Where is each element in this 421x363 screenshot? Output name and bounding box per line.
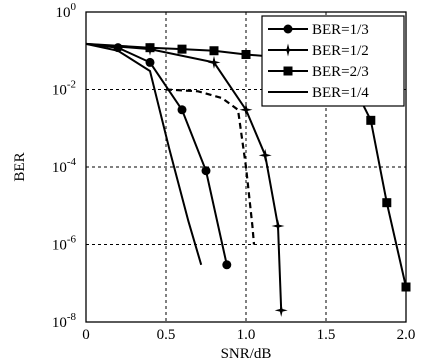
data-point-square [209, 46, 219, 56]
y-tick-base: 10 [56, 5, 71, 21]
y-tick-base: 10 [52, 315, 67, 331]
x-tick-label: 2.0 [397, 327, 416, 343]
data-point-square [283, 66, 293, 76]
data-point-star [258, 148, 272, 162]
legend-label: BER=1/4 [312, 85, 369, 101]
legend: BER=1/3 BER=1/2 BER=2/3 BER=1/4 [261, 15, 405, 107]
y-tick-base: 10 [52, 160, 67, 176]
data-point-star [207, 55, 221, 69]
x-tick-label: 1.5 [317, 327, 336, 343]
series-line-4 [165, 88, 256, 245]
data-point-star [239, 103, 253, 117]
y-tick-label: 10-2 [52, 79, 76, 99]
y-tick-base: 10 [52, 238, 67, 254]
y-tick-exponent: -6 [67, 234, 77, 246]
data-point-star [274, 303, 288, 317]
data-point-square [366, 115, 376, 125]
series-line-3 [85, 42, 203, 266]
x-axis-label: SNR/dB [221, 346, 272, 362]
y-axis-label: BER [12, 152, 28, 181]
x-tick-label: 1.0 [237, 327, 256, 343]
y-tick-label: 10-6 [52, 234, 77, 254]
data-point-star [271, 219, 285, 233]
y-tick-exponent: -8 [67, 311, 77, 323]
data-point-circle [201, 166, 211, 176]
plot-frame [85, 11, 407, 323]
data-point-square [177, 44, 187, 54]
series-line-1 [85, 42, 283, 311]
data-point-square [382, 198, 392, 208]
y-tick-label: 100 [56, 1, 77, 21]
x-tick-label: 0 [82, 327, 90, 343]
y-tick-exponent: 0 [71, 1, 77, 13]
data-point-circle [177, 105, 187, 115]
data-point-circle [145, 57, 155, 67]
legend-label: BER=1/3 [312, 22, 369, 38]
data-point-square [241, 50, 251, 60]
data-point-star [281, 43, 295, 57]
legend-label: BER=2/3 [312, 64, 369, 80]
y-tick-label: 10-4 [52, 156, 77, 176]
y-tick-exponent: -2 [67, 79, 76, 91]
x-tick-label: 0.5 [157, 327, 176, 343]
data-point-circle [222, 260, 232, 270]
legend-label: BER=1/2 [312, 43, 369, 59]
y-tick-base: 10 [52, 83, 67, 99]
y-tick-label: 10-8 [52, 311, 77, 331]
data-point-circle [283, 24, 293, 34]
series-group [85, 42, 411, 317]
y-tick-exponent: -4 [67, 156, 77, 168]
data-point-square [145, 43, 155, 53]
series-line-0 [85, 42, 228, 266]
